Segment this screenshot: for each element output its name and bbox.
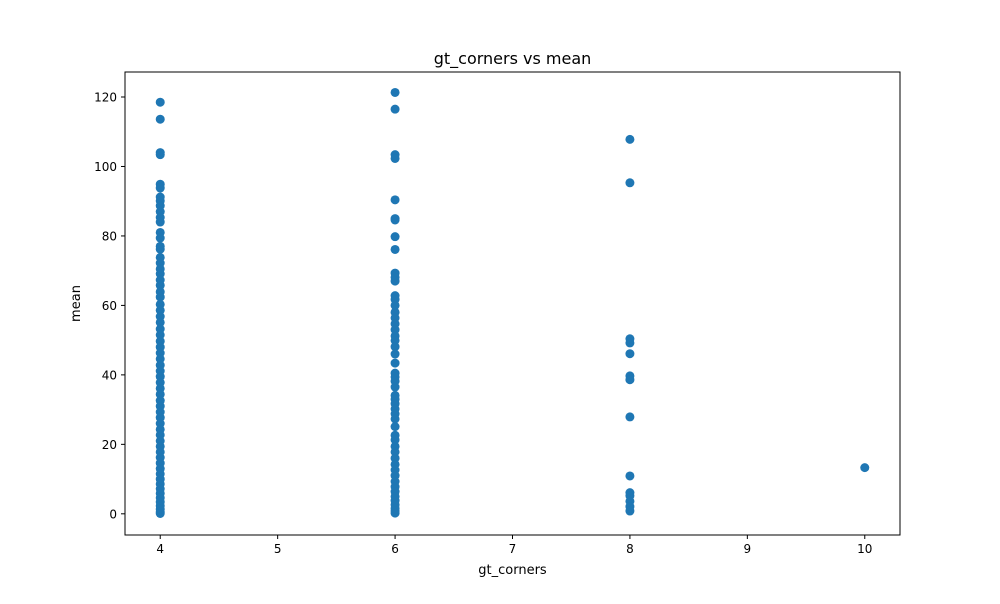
- x-tick-label: 6: [391, 542, 399, 556]
- y-axis-label: mean: [69, 285, 84, 322]
- data-point: [155, 508, 165, 518]
- data-point: [390, 232, 400, 242]
- y-tick-label: 20: [102, 438, 117, 452]
- data-point: [155, 233, 165, 243]
- data-point: [390, 349, 400, 359]
- data-point: [155, 269, 165, 279]
- data-point: [625, 375, 635, 385]
- x-tick-label: 4: [156, 542, 164, 556]
- x-axis-label: gt_corners: [478, 563, 547, 578]
- data-point: [625, 349, 635, 359]
- data-point: [625, 338, 635, 348]
- data-point: [390, 195, 400, 205]
- data-point: [390, 453, 400, 463]
- plot-area: [125, 72, 900, 535]
- chart-title: gt_corners vs mean: [434, 49, 592, 69]
- x-tick-label: 10: [857, 542, 872, 556]
- x-tick-label: 5: [274, 542, 282, 556]
- y-axis-ticks: 0 20 40 60 80 100 120: [94, 91, 125, 521]
- data-point: [155, 305, 165, 315]
- data-point: [155, 217, 165, 227]
- x-tick-label: 8: [626, 542, 634, 556]
- data-point: [155, 114, 165, 124]
- data-point: [155, 150, 165, 160]
- data-point: [390, 153, 400, 163]
- data-point: [155, 183, 165, 193]
- data-point: [390, 104, 400, 114]
- data-point: [390, 342, 400, 352]
- data-point: [390, 358, 400, 368]
- data-point: [390, 508, 400, 518]
- x-axis-ticks: 4 5 6 7 8 9 10: [156, 535, 872, 556]
- y-tick-label: 0: [109, 507, 117, 521]
- data-point: [390, 276, 400, 286]
- data-point: [155, 317, 165, 327]
- data-point: [390, 335, 400, 345]
- data-point: [390, 414, 400, 424]
- y-tick-label: 120: [94, 91, 117, 105]
- data-point: [155, 97, 165, 107]
- y-tick-label: 80: [102, 229, 117, 243]
- data-point: [625, 134, 635, 144]
- data-point: [155, 389, 165, 399]
- data-point: [625, 412, 635, 422]
- data-point: [390, 435, 400, 445]
- data-point: [860, 463, 870, 473]
- data-point: [390, 215, 400, 225]
- data-point: [155, 244, 165, 254]
- data-point: [155, 330, 165, 340]
- data-point: [390, 244, 400, 254]
- data-point: [155, 354, 165, 364]
- data-point: [625, 506, 635, 516]
- y-tick-label: 60: [102, 299, 117, 313]
- data-point: [625, 471, 635, 481]
- x-tick-label: 9: [744, 542, 752, 556]
- y-tick-label: 40: [102, 368, 117, 382]
- data-point: [625, 178, 635, 188]
- y-tick-label: 100: [94, 160, 117, 174]
- points-layer: [155, 87, 870, 518]
- plot-frame: [124, 71, 901, 536]
- data-point: [390, 87, 400, 97]
- data-point: [390, 382, 400, 392]
- data-point: [155, 280, 165, 290]
- data-point: [390, 447, 400, 457]
- data-point: [390, 422, 400, 432]
- x-tick-label: 7: [509, 542, 517, 556]
- data-point: [390, 300, 400, 310]
- data-point: [155, 292, 165, 302]
- data-point: [390, 325, 400, 335]
